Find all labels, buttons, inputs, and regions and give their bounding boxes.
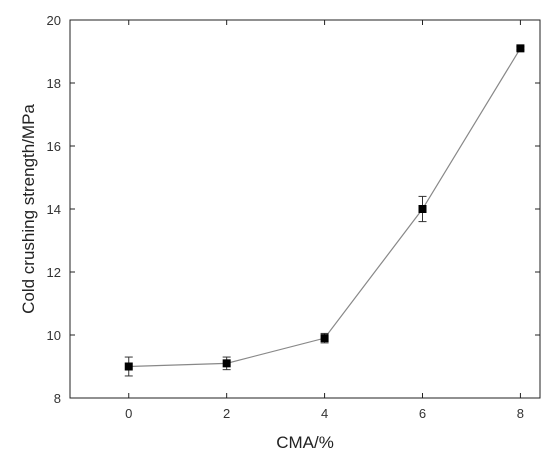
data-point (516, 44, 525, 53)
y-tick-label: 20 (47, 13, 61, 28)
data-point (320, 334, 329, 343)
x-tick-label: 4 (321, 406, 328, 421)
data-point (418, 205, 427, 213)
series-layer (124, 44, 525, 377)
x-axis-title: CMA/% (276, 433, 334, 452)
plot-frame (69, 19, 541, 399)
y-tick-label: 14 (47, 202, 61, 217)
x-tick-label: 2 (223, 406, 230, 421)
series-line (128, 48, 521, 368)
y-tick-label: 16 (47, 139, 61, 154)
y-axis-title: Cold crushing strength/MPa (19, 104, 38, 314)
tick-layer: 0 2 4 6 8 8 10 12 14 16 18 20 (47, 13, 540, 421)
y-tick-label: 12 (47, 265, 61, 280)
data-point (222, 359, 231, 368)
y-tick-label: 18 (47, 76, 61, 91)
data-point (124, 362, 133, 371)
x-tick-label: 6 (419, 406, 426, 421)
y-tick-label: 10 (47, 328, 61, 343)
y-tick-label: 8 (54, 391, 61, 406)
x-tick-label: 0 (125, 406, 132, 421)
x-tick-label: 8 (517, 406, 524, 421)
